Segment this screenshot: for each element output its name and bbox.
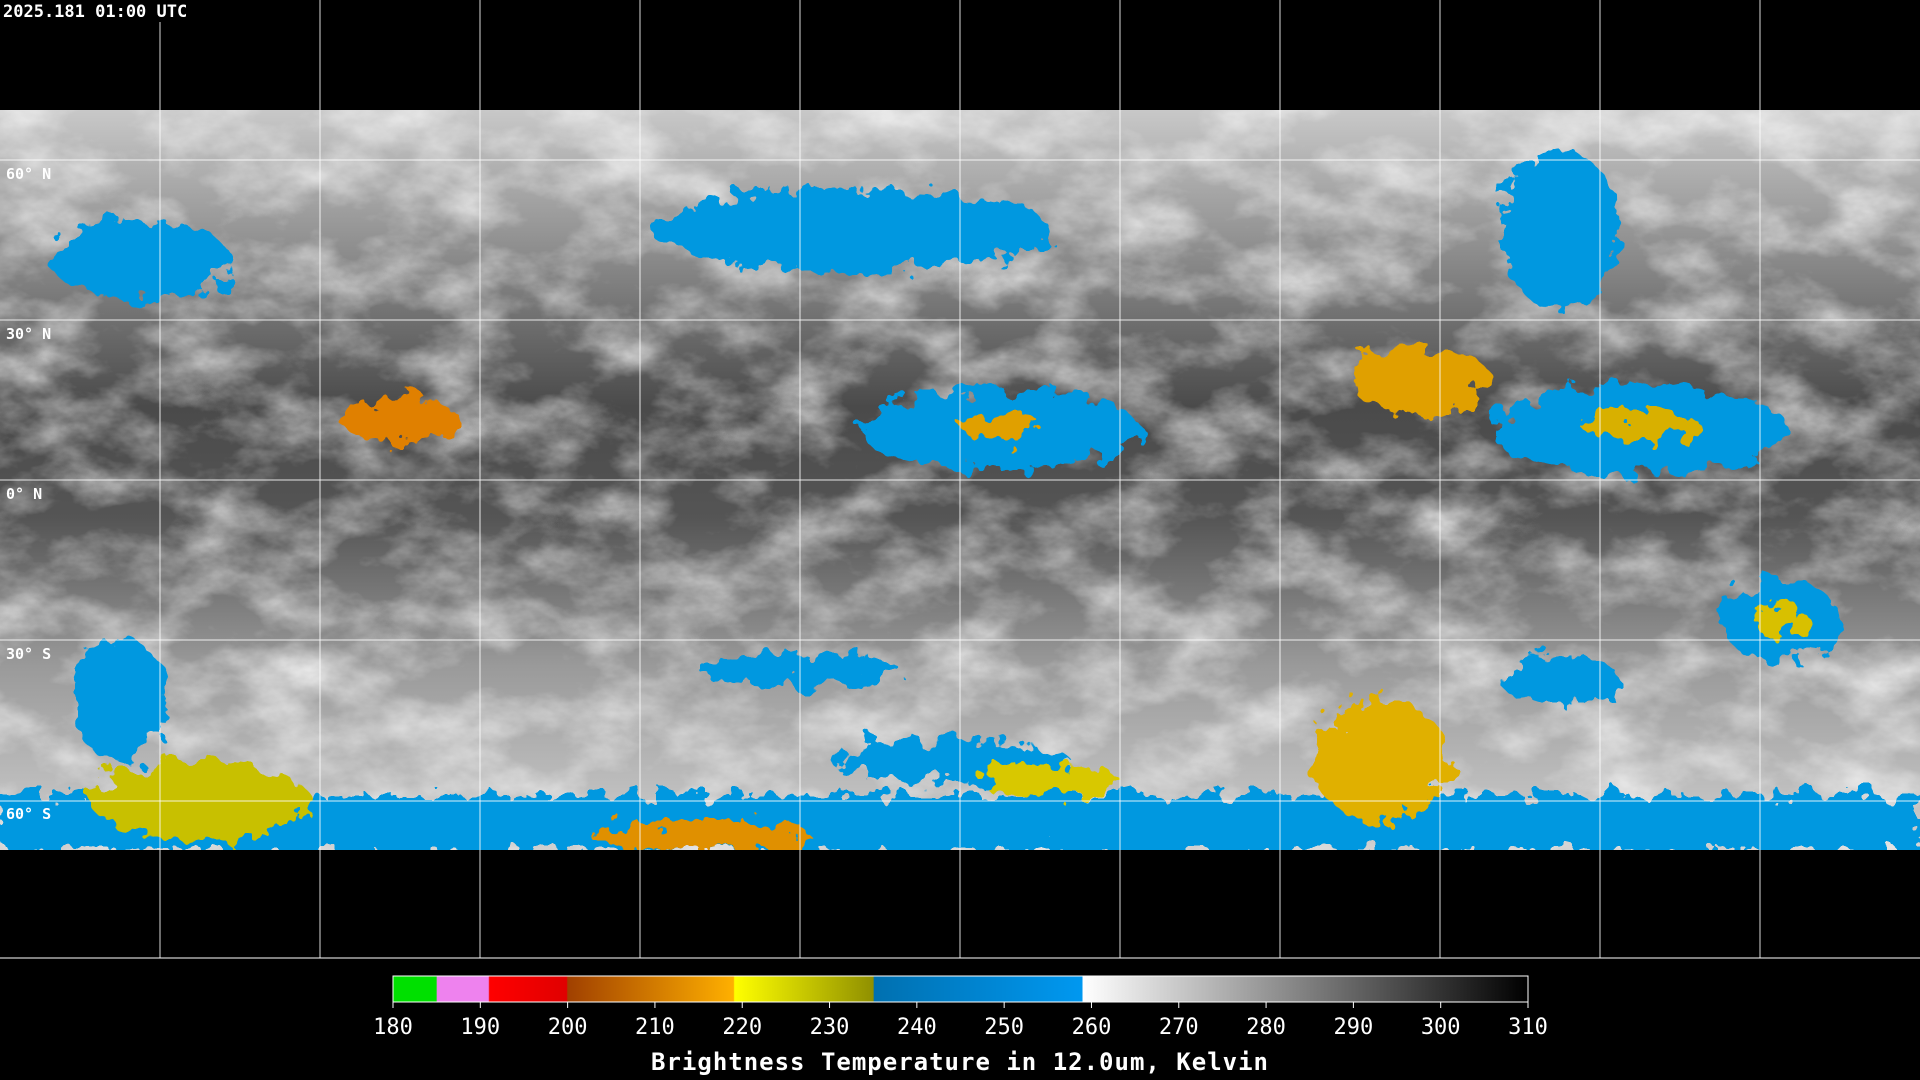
colorbar bbox=[392, 975, 1529, 1003]
colorbar-tick-label: 250 bbox=[984, 1015, 1024, 1040]
lat-label: 30° S bbox=[6, 645, 51, 663]
lat-label: 0° N bbox=[6, 485, 42, 503]
colorbar-tick-label: 280 bbox=[1246, 1015, 1286, 1040]
lat-label: 60° N bbox=[6, 165, 51, 183]
lat-label: 30° N bbox=[6, 325, 51, 343]
colorbar-tick-label: 210 bbox=[635, 1015, 675, 1040]
lat-label: 60° S bbox=[6, 805, 51, 823]
colorbar-tick-label: 180 bbox=[373, 1015, 413, 1040]
colorbar-tick-label: 270 bbox=[1159, 1015, 1199, 1040]
colorbar-tick-label: 230 bbox=[810, 1015, 850, 1040]
colorbar-title: Brightness Temperature in 12.0um, Kelvin bbox=[651, 1048, 1269, 1076]
colorbar-tick-label: 290 bbox=[1334, 1015, 1374, 1040]
graticule bbox=[0, 0, 1920, 959]
colorbar-tick-label: 200 bbox=[548, 1015, 588, 1040]
colorbar-ticks: 180 190 200 210 220 230 240 250 260 270 280 290 300 3… bbox=[373, 1002, 1548, 1040]
colorbar-tick-label: 190 bbox=[460, 1015, 500, 1040]
colorbar-tick-label: 260 bbox=[1072, 1015, 1112, 1040]
cold-clouds bbox=[0, 150, 1920, 852]
colorbar-tick-label: 220 bbox=[722, 1015, 762, 1040]
timestamp: 2025.181 01:00 UTC bbox=[3, 2, 187, 22]
timestamp-bg bbox=[0, 0, 230, 22]
colorbar-tick-label: 310 bbox=[1508, 1015, 1548, 1040]
colorbar-tick-label: 240 bbox=[897, 1015, 937, 1040]
colorbar-tick-label: 300 bbox=[1421, 1015, 1461, 1040]
